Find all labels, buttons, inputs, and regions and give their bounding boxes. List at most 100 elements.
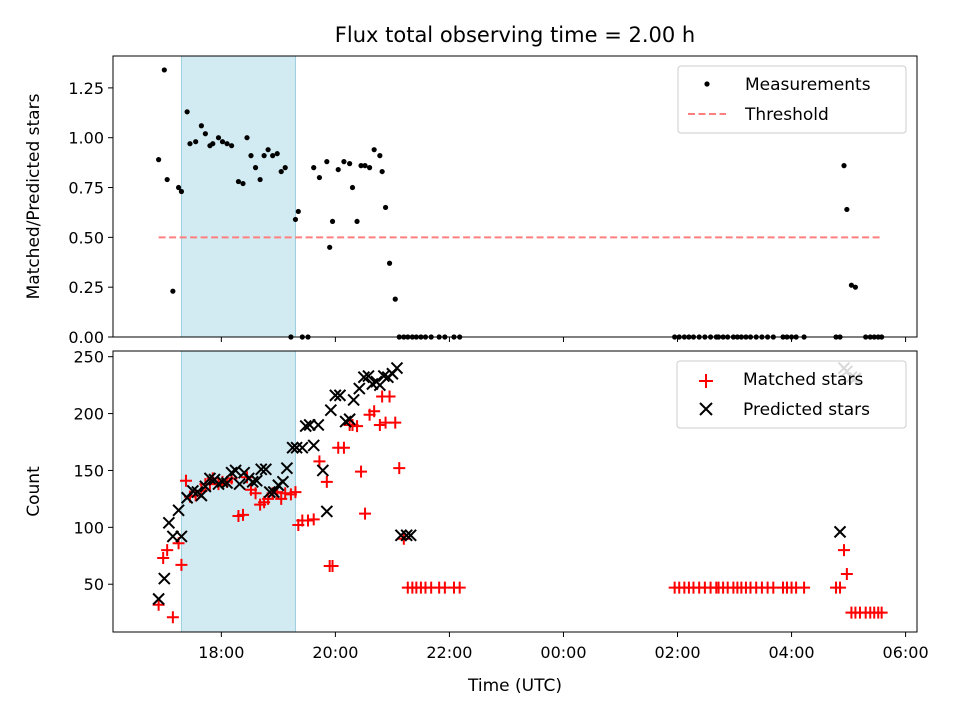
y-tick-label: 0.25	[68, 278, 104, 297]
predicted-star-point	[833, 525, 847, 539]
measurement-point	[187, 141, 193, 147]
top-ylabel: Matched/Predicted stars	[24, 93, 44, 299]
bottom-xticks: 18:00 20:00 22:00 00:00 02:00 04:00 06:00	[198, 632, 929, 662]
measurement-point	[224, 141, 230, 147]
measurement-point	[219, 139, 226, 145]
predicted-star-point	[172, 504, 185, 517]
matched-star-point	[798, 581, 811, 594]
predicted-star-point	[199, 480, 212, 493]
measurement-point	[316, 174, 323, 181]
x-tick-label: 18:00	[198, 643, 244, 662]
x-axis-label: Time (UTC)	[467, 676, 562, 696]
matched-star-point	[389, 416, 402, 429]
y-tick-label: 50	[84, 575, 104, 594]
y-tick-label: 200	[73, 405, 104, 424]
measurement-point	[282, 165, 288, 171]
matched-star-point	[393, 462, 406, 475]
measurement-point	[329, 218, 336, 225]
predicted-star-point	[250, 474, 263, 487]
measurement-point	[178, 188, 185, 195]
predicted-star-point	[333, 389, 347, 402]
measurement-point	[184, 109, 190, 115]
measurement-point	[257, 176, 263, 183]
y-tick-label: 1.00	[68, 129, 104, 148]
measurement-point	[347, 161, 353, 167]
measurement-point	[848, 282, 855, 288]
top-observing-window	[180, 55, 296, 338]
measurement-point	[295, 208, 301, 215]
measurement-point	[244, 135, 250, 141]
legend-measurements-marker	[704, 81, 710, 87]
matched-star-point	[355, 465, 368, 478]
predicted-star-point	[390, 361, 404, 375]
y-tick-label: 0.00	[68, 328, 104, 347]
y-tick-label: 150	[73, 461, 104, 480]
measurement-point	[164, 176, 170, 183]
x-tick-label: 20:00	[312, 643, 358, 662]
matched-star-point	[368, 405, 381, 418]
predicted-star-point	[276, 475, 290, 489]
measurement-point	[392, 296, 398, 302]
measurement-point	[341, 159, 347, 165]
measurement-point	[175, 184, 182, 191]
predicted-star-point	[353, 382, 366, 395]
bottom-legend: Matched stars Predicted stars	[676, 360, 907, 429]
measurement-point	[170, 288, 176, 294]
measurement-point	[261, 153, 267, 159]
measurement-point	[292, 216, 299, 223]
measurement-point	[274, 151, 280, 157]
y-tick-label: 1.25	[68, 79, 104, 98]
measurement-point	[354, 218, 360, 225]
legend-measurements-label: Measurements	[745, 75, 871, 95]
matched-star-point	[453, 581, 466, 594]
predicted-star-point	[162, 516, 176, 529]
figure-title: Flux total observing time = 2.00 h	[335, 23, 695, 47]
predicted-star-point	[290, 441, 303, 454]
predicted-star-point	[320, 505, 334, 518]
matched-star-point	[840, 567, 853, 580]
predicted-star-point	[286, 441, 299, 454]
measurement-point	[335, 166, 341, 173]
matched-star-point	[359, 507, 372, 520]
y-tick-label: 0.50	[68, 228, 104, 247]
measurement-point	[377, 153, 383, 159]
top-xticks	[220, 337, 907, 342]
predicted-star-point	[203, 472, 217, 485]
measurement-point	[193, 139, 199, 145]
bottom-ylabel: Count	[24, 466, 44, 517]
predicted-star-point	[404, 529, 417, 542]
matched-star-point	[249, 487, 262, 500]
predicted-star-point	[220, 476, 234, 490]
y-tick-label: 0.75	[68, 179, 104, 198]
measurement-point	[215, 135, 222, 141]
matched-star-point	[838, 544, 851, 557]
predicted-star-point	[246, 475, 259, 489]
matched-star-point	[313, 455, 326, 468]
top-legend-box	[677, 65, 907, 134]
y-tick-label: 100	[73, 518, 104, 537]
measurement-point	[324, 159, 330, 165]
measurement-point	[366, 165, 373, 171]
legend-predicted-label: Predicted stars	[743, 400, 870, 420]
predicted-star-point	[343, 413, 356, 426]
predicted-star-point	[158, 572, 171, 585]
top-axes-frame	[112, 55, 918, 338]
predicted-star-point	[329, 389, 342, 402]
matched-star-point	[166, 611, 179, 624]
measurement-point	[278, 168, 284, 175]
predicted-star-point	[357, 370, 371, 384]
top-yticks: 0.00 0.25 0.50 0.75 1.00 1.25	[68, 79, 113, 347]
predicted-star-point	[263, 485, 277, 499]
predicted-star-point	[255, 463, 268, 476]
x-tick-label: 06:00	[883, 643, 929, 662]
predicted-star-point	[195, 489, 208, 502]
matched-star-point	[337, 441, 350, 454]
measurement-point	[841, 163, 847, 169]
predicted-star-point	[259, 463, 273, 476]
measurement-point	[852, 284, 859, 290]
x-tick-label: 22:00	[426, 643, 472, 662]
matched-star-point	[157, 552, 170, 565]
predicted-star-point	[347, 393, 360, 407]
predicted-star-point	[324, 403, 338, 417]
